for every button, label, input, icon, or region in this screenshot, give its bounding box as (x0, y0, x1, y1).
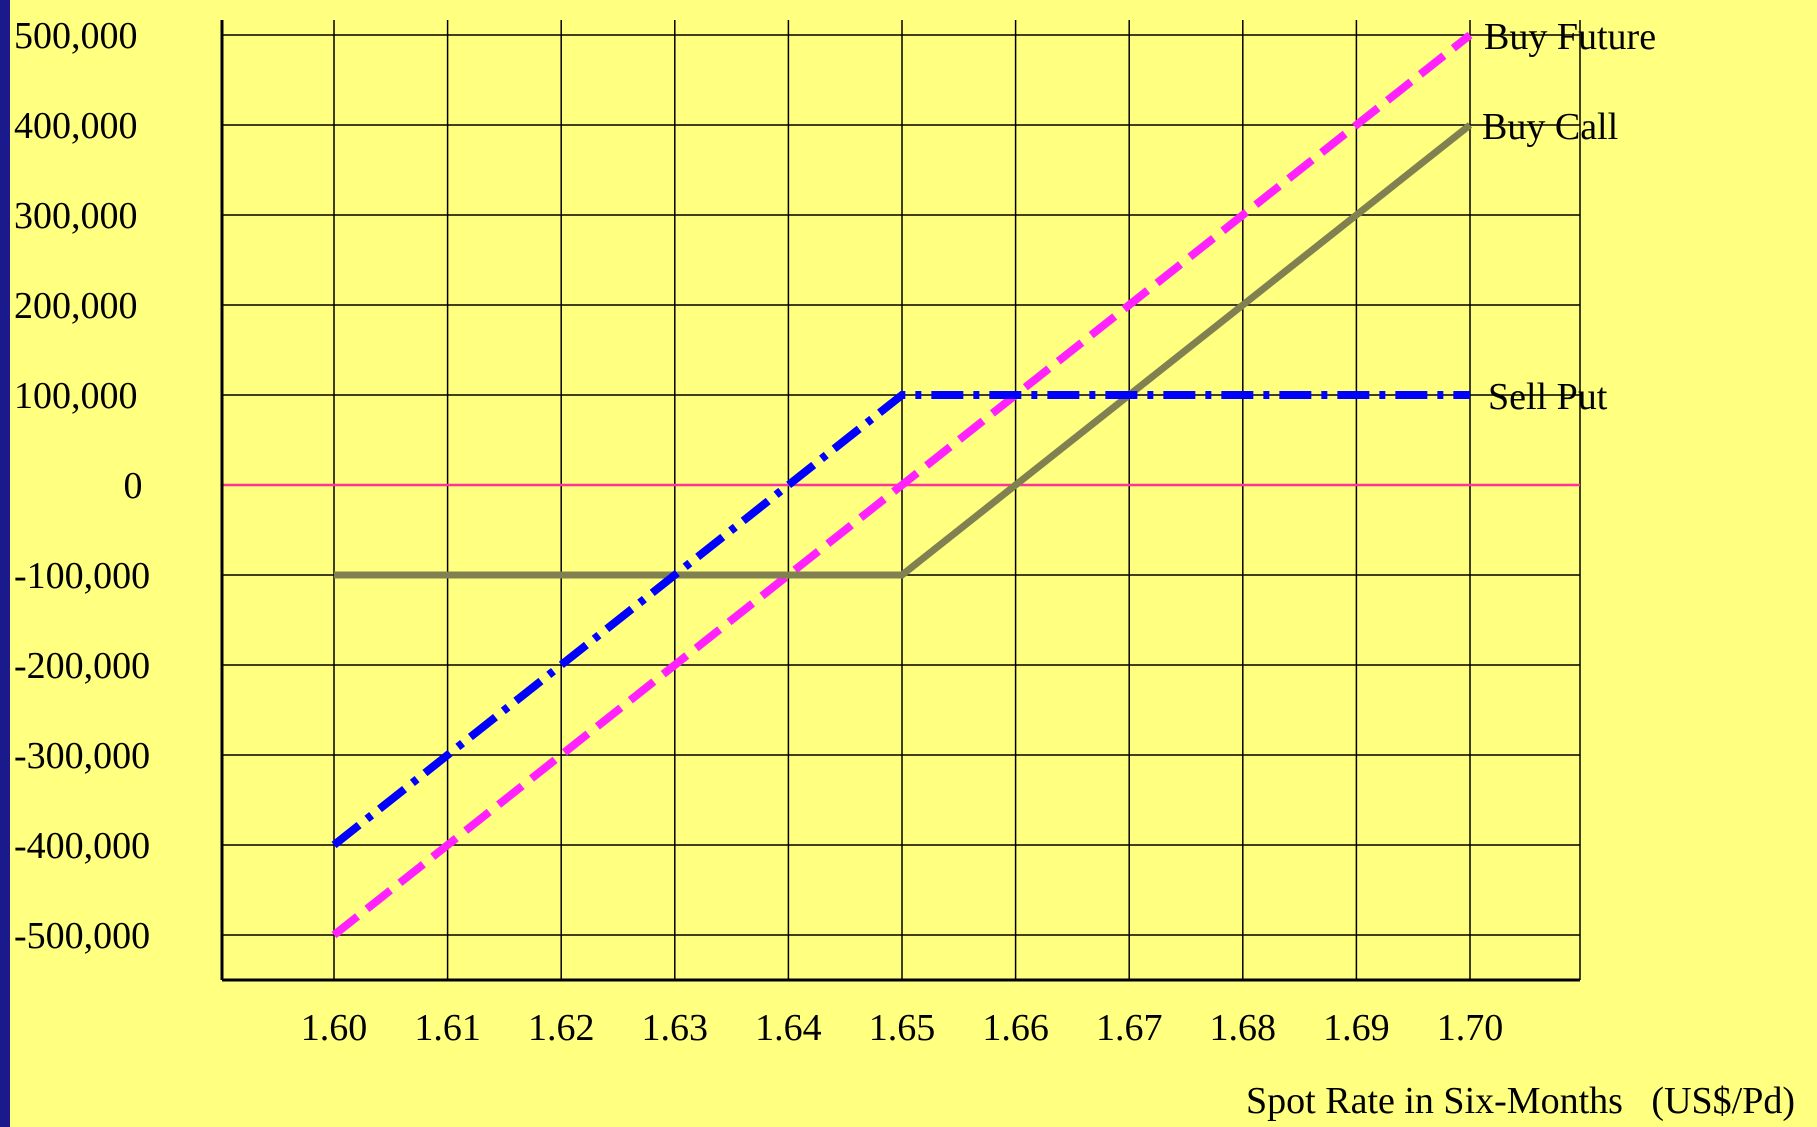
x-tick-label: 1.68 (1210, 1007, 1277, 1049)
x-tick-label: 1.65 (869, 1007, 936, 1049)
series-lines (331, 31, 1473, 939)
y-tick-label: -100,000 (14, 555, 150, 597)
y-tick-label: 0 (124, 465, 143, 507)
labels: 1.60 1.61 1.62 1.63 1.64 1.65 1.66 1.67 1.68 1.69… (14, 15, 1795, 1122)
left-border-strip (0, 0, 10, 1127)
x-axis-title: Spot Rate in Six-Months (US$/Pd) (1246, 1080, 1795, 1122)
series-label-buy-call: Buy Call (1482, 106, 1618, 148)
x-tick-label: 1.69 (1323, 1007, 1390, 1049)
series-line-buy-call (334, 122, 1473, 579)
x-tick-label: 1.64 (755, 1007, 822, 1049)
y-tick-label: -400,000 (14, 825, 150, 867)
y-tick-label: 100,000 (14, 375, 138, 417)
y-tick-label: 300,000 (14, 195, 138, 237)
x-tick-label: 1.63 (642, 1007, 709, 1049)
x-tick-label: 1.70 (1437, 1007, 1504, 1049)
x-tick-label: 1.62 (528, 1007, 595, 1049)
x-tick-label: 1.67 (1096, 1007, 1163, 1049)
y-tick-label: -200,000 (14, 645, 150, 687)
y-tick-label: -500,000 (14, 915, 150, 957)
x-tick-label: 1.61 (414, 1007, 481, 1049)
series-label-buy-future: Buy Future (1484, 16, 1656, 58)
x-tick-label: 1.60 (301, 1007, 368, 1049)
y-tick-label: 200,000 (14, 285, 138, 327)
series-line-buy-future (331, 31, 1473, 939)
series-line-sell-put (331, 391, 1470, 849)
y-tick-label: -300,000 (14, 735, 150, 777)
y-tick-label: 400,000 (14, 105, 138, 147)
grid (222, 20, 1581, 980)
axes (220, 20, 1580, 982)
x-tick-label: 1.66 (982, 1007, 1049, 1049)
series-label-sell-put: Sell Put (1488, 376, 1608, 418)
y-tick-label: 500,000 (14, 15, 138, 57)
